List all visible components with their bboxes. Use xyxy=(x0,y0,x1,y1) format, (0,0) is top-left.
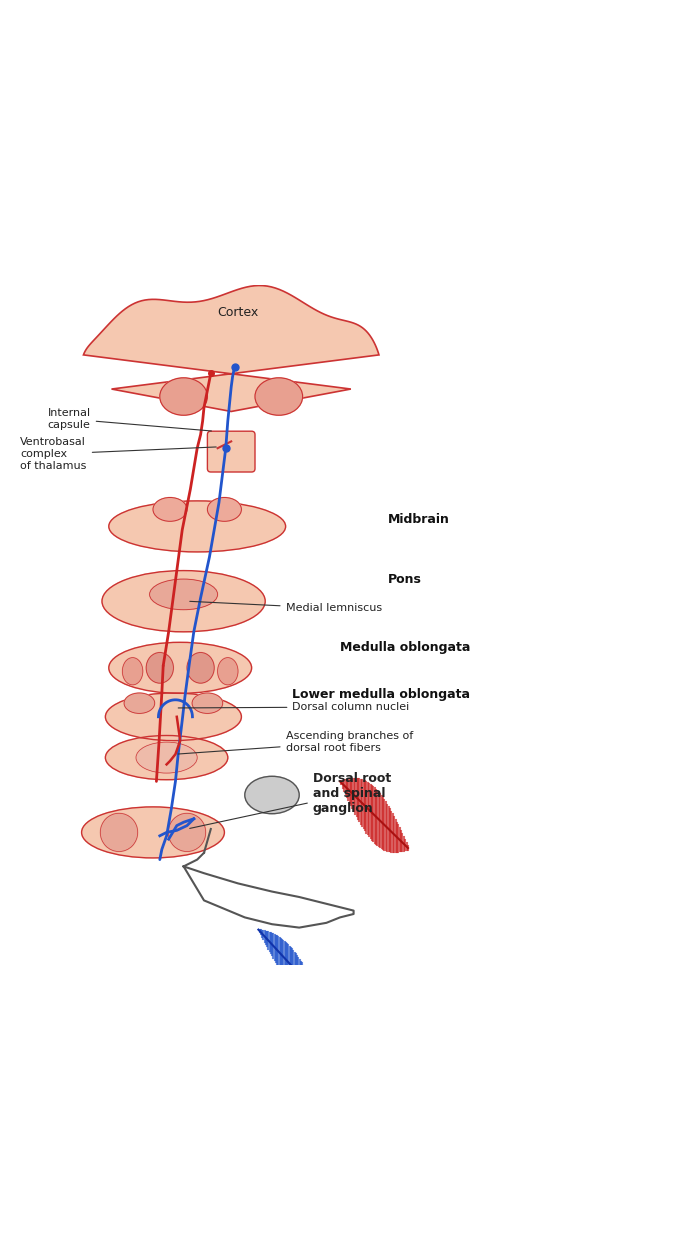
Text: Dorsal root
and spinal
ganglion: Dorsal root and spinal ganglion xyxy=(190,772,391,829)
Text: Pons: Pons xyxy=(388,572,422,586)
Ellipse shape xyxy=(169,814,206,851)
Ellipse shape xyxy=(82,808,224,858)
Ellipse shape xyxy=(102,570,265,631)
Text: Ascending branches of
dorsal root fibers: Ascending branches of dorsal root fibers xyxy=(178,731,413,754)
Ellipse shape xyxy=(245,776,299,814)
Text: Dorsal column nuclei: Dorsal column nuclei xyxy=(178,703,409,712)
Ellipse shape xyxy=(192,693,223,714)
Text: Cortex: Cortex xyxy=(218,305,258,319)
Ellipse shape xyxy=(207,498,241,521)
Text: Midbrain: Midbrain xyxy=(388,512,449,526)
Ellipse shape xyxy=(105,693,241,740)
Ellipse shape xyxy=(153,498,187,521)
Text: Medial lemniscus: Medial lemniscus xyxy=(190,601,381,614)
Ellipse shape xyxy=(255,378,303,415)
Text: Ventrobasal
complex
of thalamus: Ventrobasal complex of thalamus xyxy=(20,438,216,470)
Polygon shape xyxy=(84,285,379,411)
Ellipse shape xyxy=(187,652,214,684)
Ellipse shape xyxy=(109,501,286,552)
Ellipse shape xyxy=(122,658,143,685)
FancyBboxPatch shape xyxy=(207,431,255,472)
Ellipse shape xyxy=(124,693,155,714)
Ellipse shape xyxy=(136,742,197,772)
Ellipse shape xyxy=(146,652,173,684)
Text: Internal
capsule: Internal capsule xyxy=(48,409,211,431)
Ellipse shape xyxy=(100,814,137,851)
Text: Lower medulla oblongata: Lower medulla oblongata xyxy=(292,688,471,701)
Ellipse shape xyxy=(160,378,207,415)
Ellipse shape xyxy=(109,642,252,694)
Text: Medulla oblongata: Medulla oblongata xyxy=(340,641,471,654)
Ellipse shape xyxy=(105,735,228,780)
Ellipse shape xyxy=(218,658,238,685)
Ellipse shape xyxy=(150,579,218,610)
